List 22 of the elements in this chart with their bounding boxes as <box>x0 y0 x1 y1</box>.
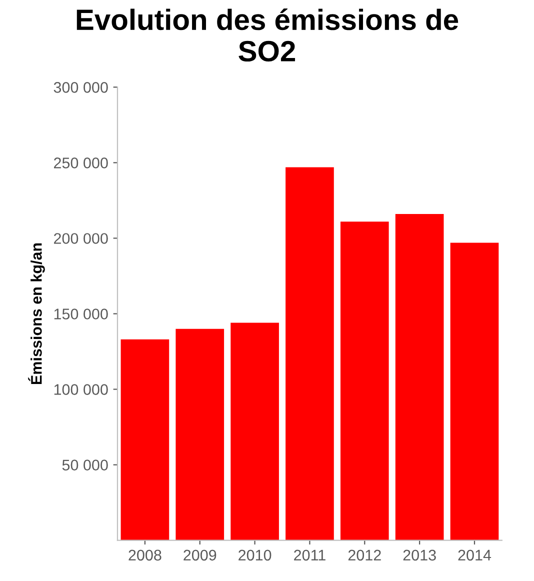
bar <box>230 322 279 540</box>
x-tick-label: 2013 <box>403 550 436 561</box>
bar <box>120 339 170 540</box>
bar <box>176 328 224 540</box>
y-axis-title: Émissions en kg/an <box>28 243 45 384</box>
x-tick-label: 2014 <box>458 550 492 561</box>
x-tick-label: 2008 <box>128 550 162 561</box>
x-tick-label: 2011 <box>294 550 326 561</box>
y-tick-label: 50 000 <box>62 460 108 470</box>
y-tick-label: 300 000 <box>54 82 108 93</box>
y-tick-label: 100 000 <box>54 384 108 395</box>
bar <box>395 214 444 540</box>
y-tick-label: 150 000 <box>54 308 108 320</box>
y-tick-label: 200 000 <box>54 233 108 244</box>
bar <box>286 167 334 540</box>
x-tick-label: 2010 <box>238 550 272 561</box>
bar <box>340 222 389 540</box>
chart-title: Evolution des émissions de SO2 <box>76 8 458 62</box>
x-tick-label: 2012 <box>348 550 381 561</box>
x-tick-label: 2009 <box>184 550 216 561</box>
bar <box>450 242 499 540</box>
y-tick-label: 250 000 <box>54 158 108 168</box>
